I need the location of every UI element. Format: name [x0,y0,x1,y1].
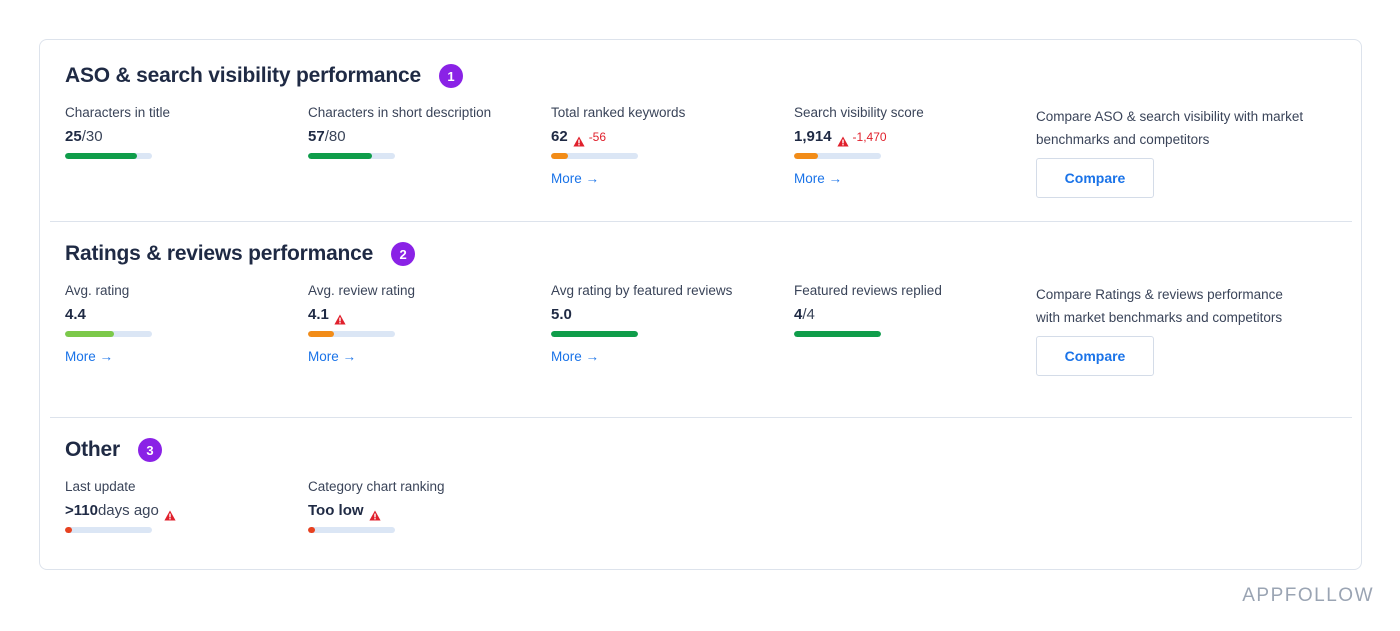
compare-button[interactable]: Compare [1036,336,1154,376]
warning-icon [573,132,585,146]
metric-suffix: /4 [802,306,815,323]
metric-number: 62 [551,128,568,145]
metric-avg-rating-featured-reviews: Avg rating by featured reviews 5.0 More → [551,281,771,366]
metric-value: 25/30 [65,126,285,148]
warning-icon [836,132,849,146]
section-divider [50,417,1352,418]
metric-number: 57 [308,128,325,145]
section-header: Other 3 [65,435,1335,465]
metric-label: Avg. rating [65,283,130,298]
metric-number: 4.4 [65,306,86,323]
metric-avg-rating: Avg. rating 4.4 More → [65,281,285,366]
metric-value: 4.4 [65,304,285,326]
section-divider [50,221,1352,222]
metric-label: Last update [65,479,136,494]
metric-characters-in-short-description: Characters in short description 57/80 [308,103,528,159]
metric-value: 5.0 [551,304,771,326]
more-link[interactable]: More → [551,349,600,364]
performance-card: ASO & search visibility performance 1 Ch… [39,39,1362,570]
more-link[interactable]: More → [65,349,114,364]
metric-label: Characters in title [65,105,171,120]
metric-label: Search visibility score [794,105,924,120]
compare-ratings-box: Compare Ratings & reviews performance wi… [1036,283,1306,376]
metric-number: >110 [65,502,98,519]
metric-value: 1,914 -1,470 [794,126,1014,148]
metric-number: 25 [65,128,82,145]
metric-number: 1,914 [794,128,832,145]
section-title: Other [65,438,121,461]
metric-featured-reviews-replied: Featured reviews replied 4/4 [794,281,1014,337]
metric-delta: -1,470 [852,130,887,144]
metric-label: Avg. review rating [308,283,416,298]
progress-bar-fill [551,153,569,159]
progress-bar [65,153,152,159]
metric-last-update: Last update >110 days ago [65,477,285,533]
metric-label: Featured reviews replied [794,283,942,298]
progress-bar-fill [65,331,114,337]
appfollow-logo: APPFOLLOW [1242,585,1374,606]
metric-number: 4.1 [308,306,329,323]
metric-avg-review-rating: Avg. review rating 4.1 More → [308,281,528,366]
metric-value: 4.1 [308,304,528,326]
progress-bar [308,331,395,337]
metric-label: Avg rating by featured reviews [551,283,733,298]
warning-icon [368,506,381,520]
section-header: Ratings & reviews performance 2 [65,239,1335,269]
progress-bar [794,331,881,337]
compare-description: Compare ASO & search visibility with mar… [1036,109,1304,147]
metric-label: Category chart ranking [308,479,445,494]
metric-delta: -56 [588,130,607,144]
metric-suffix: /30 [81,128,103,145]
progress-bar-fill [794,331,881,337]
metric-suffix: days ago [97,502,159,519]
progress-bar [308,527,395,533]
progress-bar [551,331,638,337]
section-number-badge: 1 [438,64,463,88]
metric-number: 5.0 [551,306,572,323]
section-number-badge: 3 [138,438,163,462]
progress-bar [308,153,395,159]
warning-icon [334,310,346,324]
progress-bar-fill [65,527,72,533]
section-title: ASO & search visibility performance [65,64,421,87]
compare-description: Compare Ratings & reviews performance wi… [1036,287,1283,325]
compare-aso-box: Compare ASO & search visibility with mar… [1036,105,1306,198]
progress-bar-fill [308,153,373,159]
metric-label: Total ranked keywords [551,105,686,120]
section-other: Other 3 Last update >110 days ago Categor… [65,435,1335,533]
progress-bar [551,153,638,159]
section-header: ASO & search visibility performance 1 [65,61,1335,91]
section-title: Ratings & reviews performance [65,242,374,265]
more-link[interactable]: More → [551,171,600,186]
more-link[interactable]: More → [794,171,843,186]
warning-icon [164,506,176,520]
metric-suffix: /80 [324,128,346,145]
progress-bar [65,331,152,337]
progress-bar-fill [308,331,335,337]
section-aso: ASO & search visibility performance 1 Ch… [65,61,1335,198]
metric-total-ranked-keywords: Total ranked keywords 62 -56 More → [551,103,771,188]
progress-bar [794,153,881,159]
metric-value: 57/80 [308,126,528,148]
metric-search-visibility-score: Search visibility score 1,914 -1,470 More → [794,103,1014,188]
more-link[interactable]: More → [308,349,357,364]
metric-value: 62 -56 [551,126,771,148]
progress-bar [65,527,152,533]
metric-number: 4 [794,306,803,323]
metric-characters-in-title: Characters in title 25/30 [65,103,285,159]
progress-bar-fill [65,153,138,159]
metric-value: Too low [308,500,528,522]
metric-value: >110 days ago [65,500,285,522]
metric-category-chart-ranking: Category chart ranking Too low [308,477,528,533]
compare-button[interactable]: Compare [1036,158,1154,198]
section-number-badge: 2 [391,242,416,266]
section-ratings-reviews: Ratings & reviews performance 2 Avg. rat… [65,239,1335,376]
metric-value: 4/4 [794,304,1014,326]
progress-bar-fill [551,331,638,337]
progress-bar-fill [308,527,315,533]
metric-label: Characters in short description [308,105,492,120]
metric-number: Too low [308,502,364,519]
progress-bar-fill [794,153,819,159]
